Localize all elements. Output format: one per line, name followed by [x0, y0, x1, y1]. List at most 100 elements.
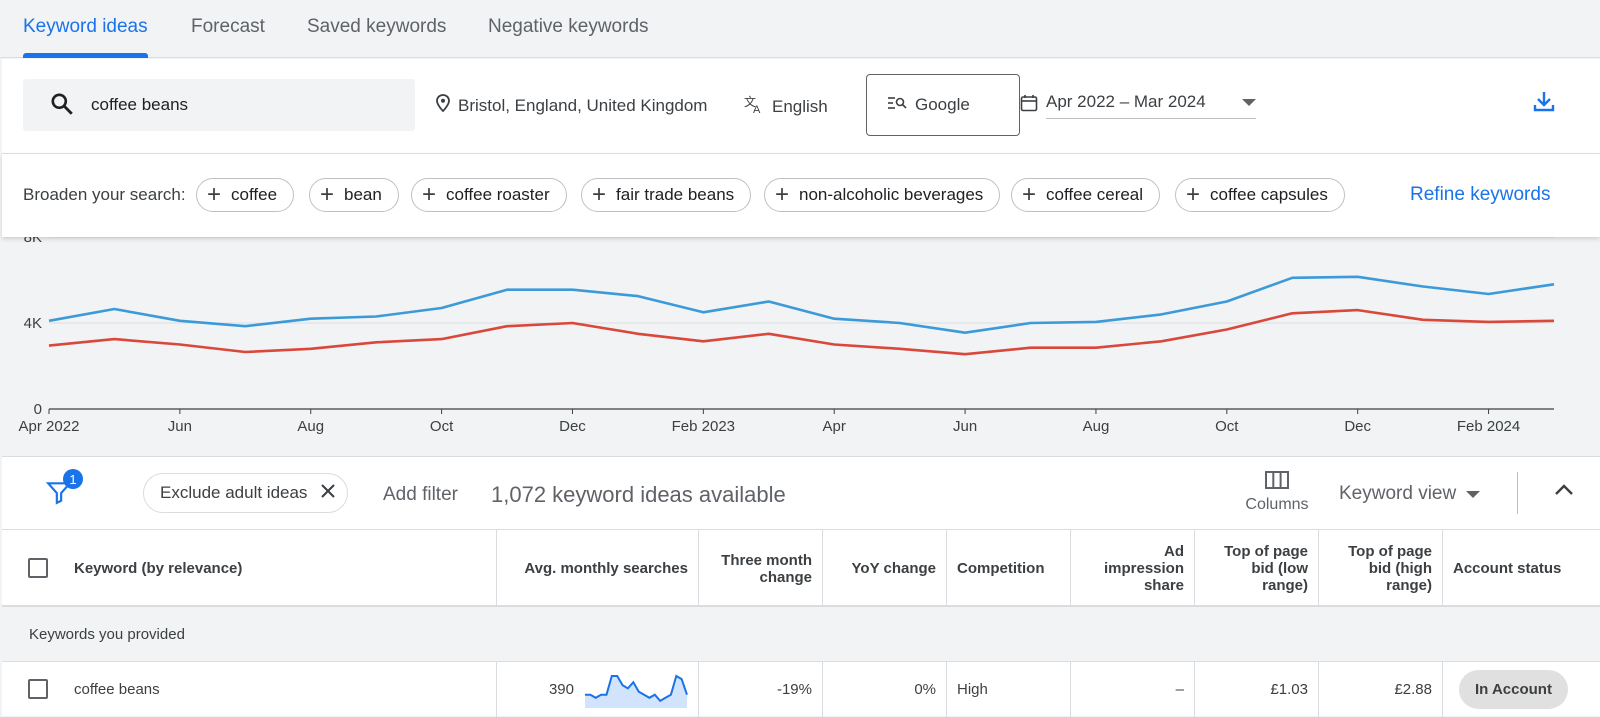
- columns-icon: [1264, 471, 1290, 495]
- bid-low-cell: £1.03: [1194, 662, 1318, 717]
- chip-label: non-alcoholic beverages: [799, 185, 984, 204]
- chip-label: Exclude adult ideas: [160, 483, 308, 502]
- three-month-change-cell: -19%: [698, 662, 822, 717]
- keyword-cell: coffee beans: [74, 681, 160, 698]
- column-header-avg-monthly-searches[interactable]: Avg. monthly searches: [496, 530, 698, 607]
- tab-forecast[interactable]: Forecast: [191, 16, 265, 37]
- chip-label: bean: [344, 185, 382, 204]
- row-checkbox[interactable]: [28, 679, 48, 699]
- plus-icon: +: [775, 181, 790, 208]
- search-volume-chart: 0 4K 8K Apr 2022 Jun Aug Oct Dec Feb 2023 Apr Jun A…: [0, 229, 1600, 455]
- broaden-chip[interactable]: + bean: [309, 178, 399, 212]
- svg-text:文: 文: [744, 94, 756, 109]
- chevron-down-icon: [1242, 92, 1256, 112]
- broaden-chip[interactable]: + coffee: [196, 178, 295, 212]
- plus-icon: +: [207, 181, 222, 208]
- search-settings-bar: coffee beans Bristol, England, United Ki…: [2, 59, 1600, 154]
- location-selector[interactable]: Bristol, England, United Kingdom: [436, 94, 707, 117]
- keyword-ideas-count: 1,072 keyword ideas available: [491, 482, 786, 507]
- series-line-1: [48, 275, 1555, 334]
- keyword-view-label: Keyword view: [1339, 483, 1457, 504]
- chip-label: coffee capsules: [1210, 185, 1328, 204]
- group-label: Keywords you provided: [29, 626, 185, 643]
- ad-impression-share-cell: –: [1070, 662, 1194, 717]
- column-header-keyword[interactable]: Keyword (by relevance): [74, 560, 243, 577]
- add-filter-button[interactable]: Add filter: [383, 484, 458, 505]
- collapse-chart-button[interactable]: [1554, 483, 1574, 501]
- select-all-checkbox[interactable]: [28, 558, 48, 578]
- column-header-account-status[interactable]: Account status: [1442, 530, 1600, 607]
- location-pin-icon: [436, 94, 450, 117]
- calendar-icon: [1020, 94, 1038, 117]
- search-icon: [49, 91, 75, 122]
- y-tick-label: 8K: [24, 237, 42, 246]
- tab-negative-keywords[interactable]: Negative keywords: [488, 16, 649, 37]
- network-search-icon: [887, 95, 907, 115]
- language-label: English: [772, 96, 828, 116]
- x-tick-label: Aug: [1083, 418, 1110, 435]
- avg-monthly-searches-cell: 390: [496, 662, 698, 717]
- column-header-bid-high[interactable]: Top of page bid (high range): [1318, 530, 1442, 607]
- exclude-adult-ideas-chip[interactable]: Exclude adult ideas: [143, 473, 349, 513]
- x-tick-label: Jun: [168, 418, 192, 435]
- broaden-label: Broaden your search:: [23, 185, 186, 204]
- broaden-chip[interactable]: + coffee capsules: [1175, 178, 1345, 212]
- keyword-search-input[interactable]: coffee beans: [23, 79, 415, 131]
- broaden-chip[interactable]: + coffee cereal: [1011, 178, 1161, 212]
- broaden-chip[interactable]: + non-alcoholic beverages: [764, 178, 1001, 212]
- yoy-change-cell: 0%: [822, 662, 946, 717]
- tab-keyword-ideas[interactable]: Keyword ideas: [23, 16, 148, 37]
- date-range-selector[interactable]: Apr 2022 – Mar 2024: [1020, 92, 1256, 119]
- plus-icon: +: [422, 181, 437, 208]
- svg-text:A: A: [753, 104, 761, 114]
- chip-label: fair trade beans: [616, 185, 735, 204]
- sparkline-line: [585, 673, 688, 702]
- filter-icon: [45, 482, 73, 509]
- x-tick-label: Apr 2022: [19, 418, 80, 435]
- keyword-view-dropdown[interactable]: Keyword view: [1339, 483, 1481, 505]
- active-tab-indicator: [23, 53, 148, 58]
- y-tick-label: 4K: [24, 315, 42, 332]
- download-icon: [1532, 92, 1556, 117]
- close-icon[interactable]: [321, 483, 336, 503]
- plus-icon: +: [320, 181, 335, 208]
- column-header-competition[interactable]: Competition: [946, 530, 1070, 607]
- keyword-search-value: coffee beans: [91, 95, 189, 114]
- location-label: Bristol, England, United Kingdom: [458, 95, 708, 115]
- network-label: Google: [915, 95, 970, 114]
- refine-keywords-button[interactable]: Refine keywords: [1410, 184, 1551, 205]
- chip-label: coffee cereal: [1046, 185, 1144, 204]
- table-row[interactable]: coffee beans 390 -19% 0% High – £1.03 £2…: [2, 661, 1600, 717]
- chip-label: coffee roaster: [446, 185, 550, 204]
- download-button[interactable]: [1532, 89, 1556, 118]
- columns-button[interactable]: Columns: [1242, 469, 1312, 514]
- column-header-ad-impression-share[interactable]: Ad impression share: [1070, 530, 1194, 607]
- account-status-cell: In Account: [1442, 662, 1600, 717]
- plus-icon: +: [592, 181, 607, 208]
- chip-label: coffee: [231, 185, 278, 204]
- date-range-label: Apr 2022 – Mar 2024: [1046, 92, 1206, 111]
- status-badge[interactable]: In Account: [1459, 670, 1568, 709]
- tab-bar: Keyword ideas Forecast Saved keywords Ne…: [0, 0, 1600, 58]
- broaden-search-bar: Broaden your search: + coffee + bean + coff…: [2, 154, 1600, 237]
- search-network-selector[interactable]: Google: [866, 74, 1020, 136]
- x-tick-label: Apr: [823, 418, 846, 435]
- plus-icon: +: [1022, 181, 1037, 208]
- trend-sparkline: [585, 673, 688, 708]
- chevron-up-icon: [1554, 483, 1574, 500]
- table-group-header: Keywords you provided: [2, 609, 1600, 661]
- x-tick-label: Jun: [953, 418, 977, 435]
- column-header-bid-low[interactable]: Top of page bid (low range): [1194, 530, 1318, 607]
- column-header-three-month-change[interactable]: Three month change: [698, 530, 822, 607]
- broaden-chip[interactable]: + fair trade beans: [581, 178, 752, 212]
- line-chart: 0 4K 8K Apr 2022 Jun Aug Oct Dec Feb 2023 Apr Jun A…: [19, 229, 1555, 435]
- column-header-yoy-change[interactable]: YoY change: [822, 530, 946, 607]
- series-line-2: [48, 308, 1555, 356]
- broaden-chip[interactable]: + coffee roaster: [411, 178, 567, 212]
- tab-saved-keywords[interactable]: Saved keywords: [307, 16, 447, 37]
- x-tick-label: Feb 2024: [1457, 418, 1520, 435]
- x-tick-label: Dec: [1344, 418, 1371, 435]
- avg-monthly-searches-value: 390: [548, 681, 574, 698]
